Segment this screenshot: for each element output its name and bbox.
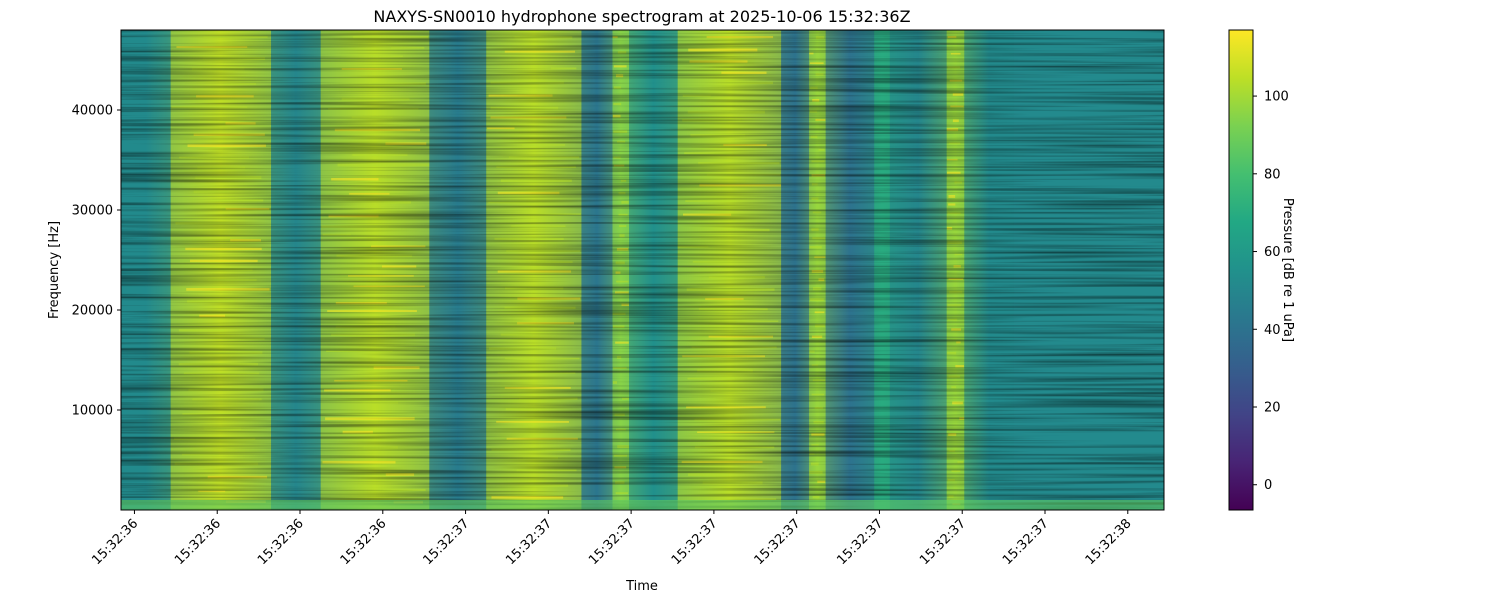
- colorbar-tick-label: 100: [1264, 90, 1289, 105]
- chart-title: NAXYS-SN0010 hydrophone spectrogram at 2…: [373, 7, 910, 26]
- x-tick-label: 15:32:38: [1083, 516, 1135, 568]
- x-tick-label: 15:32:37: [503, 516, 555, 568]
- x-tick-label: 15:32:37: [669, 516, 721, 568]
- colorbar-tick-label: 60: [1264, 245, 1281, 260]
- colorbar-tick-label: 0: [1264, 478, 1272, 493]
- y-tick-label: 10000: [72, 404, 113, 419]
- x-tick-label: 15:32:36: [255, 516, 307, 568]
- low-frequency-band: [121, 500, 1164, 510]
- x-tick-label: 15:32:36: [172, 516, 224, 568]
- plot-area: [121, 30, 1164, 510]
- x-axis: 15:32:36 15:32:36 15:32:36 15:32:36 15:32:37…: [89, 510, 1135, 568]
- x-tick-label: 15:32:37: [752, 516, 804, 568]
- x-tick-label: 15:32:37: [586, 516, 638, 568]
- colorbar-frame: [1228, 29, 1254, 511]
- colorbar-tick-label: 40: [1264, 323, 1281, 338]
- x-tick-label: 15:32:37: [834, 516, 886, 568]
- y-tick-label: 40000: [72, 104, 113, 119]
- y-axis: 10000 20000 30000 40000: [72, 104, 121, 419]
- y-tick-label: 20000: [72, 304, 113, 319]
- x-tick-label: 15:32:36: [338, 516, 390, 568]
- colorbar-label: Pressure [dB re 1 uPa]: [1280, 198, 1295, 342]
- x-tick-label: 15:32:37: [917, 516, 969, 568]
- colorbar-tick-label: 80: [1264, 167, 1281, 182]
- colorbar-gradient: [1229, 30, 1253, 510]
- x-tick-label: 15:32:37: [420, 516, 472, 568]
- x-axis-label: Time: [625, 579, 658, 594]
- colorbar-tick-label: 20: [1264, 401, 1281, 416]
- x-tick-label: 15:32:37: [1000, 516, 1052, 568]
- y-tick-label: 30000: [72, 204, 113, 219]
- x-tick-label: 15:32:36: [89, 516, 141, 568]
- y-axis-label: Frequency [Hz]: [47, 221, 62, 319]
- colorbar: 0 20 40 60 80 100 Pressure [dB re 1 uPa]: [1228, 29, 1295, 511]
- plot-frame: [120, 29, 1165, 511]
